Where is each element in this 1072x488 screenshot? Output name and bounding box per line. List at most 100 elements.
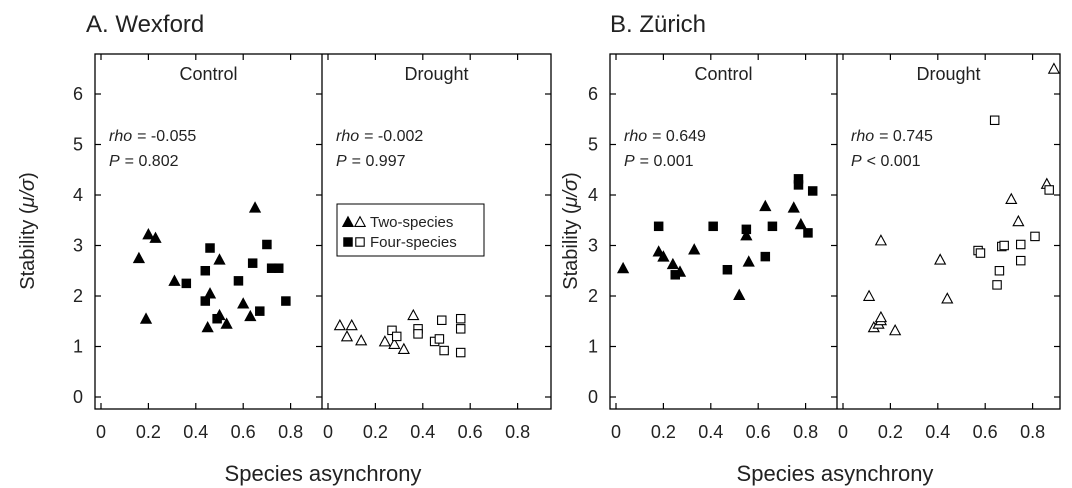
y-tick-label: 2	[588, 286, 598, 306]
x-tick-label: 0.6	[231, 422, 256, 442]
two-species-drought-point	[340, 330, 354, 342]
two-species-point	[688, 243, 701, 255]
y-tick-label: 1	[588, 337, 598, 357]
legend-open-square	[355, 237, 365, 247]
p-annotation: P < 0.001	[851, 153, 921, 170]
x-tick-label: 0.4	[925, 422, 950, 442]
two-species-drought-point	[397, 342, 410, 354]
panel-control: Control 0 0.2 0.4 0.6 0.8 rho = 0.649 P = 0.001	[611, 54, 818, 442]
x-axis-label: Species asynchrony	[737, 461, 934, 486]
two-species-point	[213, 253, 226, 265]
x-tick-label: 0.2	[651, 422, 676, 442]
chart-wexford: A. Wexford 0 1 2 3 4 5 6 Stability (μ/σ) Species …	[17, 11, 552, 486]
panel-label: Control	[694, 64, 752, 84]
rho-annotation: rho = 0.649	[624, 128, 706, 145]
two-species-point	[759, 199, 772, 212]
x-tick-label: 0.4	[698, 422, 723, 442]
two-species-drought-point	[378, 335, 392, 347]
x-tick-label: 0.8	[1020, 422, 1045, 442]
four-species-point	[233, 276, 244, 286]
y-tick-label: 6	[73, 84, 83, 104]
plot-frame	[94, 53, 552, 410]
four-species-point	[708, 221, 718, 232]
x-tick-label: 0.6	[746, 422, 771, 442]
four-species-drought-point	[1015, 255, 1026, 266]
x-tick-label: 0.4	[183, 422, 208, 442]
four-species-drought-point	[434, 334, 445, 344]
four-species-point	[200, 296, 211, 306]
two-species-drought-point	[355, 334, 368, 346]
y-tick-label: 4	[588, 185, 598, 205]
two-species-point	[657, 250, 670, 262]
y-tick-label: 6	[588, 84, 598, 104]
two-species-drought-point	[333, 318, 346, 331]
two-species-point	[787, 201, 800, 213]
panel-label: Drought	[404, 64, 468, 84]
four-species-point	[273, 263, 284, 273]
x-tick-label: 0.8	[793, 422, 818, 442]
four-species-drought-point	[999, 240, 1009, 251]
four-species-drought-point	[989, 115, 1000, 126]
four-species-point	[212, 313, 222, 324]
two-species-drought-point	[1047, 62, 1061, 74]
legend: Two-species Four-species	[336, 203, 485, 257]
four-species-drought-point	[992, 280, 1002, 290]
two-species-drought-point	[934, 253, 947, 265]
panel-label: Drought	[916, 64, 980, 84]
x-tick-label: 0	[611, 422, 621, 442]
legend-four-species: Four-species	[370, 234, 457, 251]
two-species-drought-point	[862, 289, 876, 301]
p-annotation: P = 0.802	[109, 153, 179, 170]
rho-annotation: rho = -0.002	[336, 128, 423, 145]
four-species-point	[247, 258, 258, 268]
two-species-point	[742, 255, 755, 267]
four-species-point	[262, 239, 272, 250]
legend-filled-square	[343, 237, 353, 247]
four-species-drought-point	[1015, 239, 1026, 250]
two-species-point	[220, 317, 233, 329]
two-species-point	[244, 309, 257, 322]
legend-filled-triangle	[341, 215, 355, 227]
four-species-drought-point	[391, 331, 402, 342]
plot-frame	[609, 53, 1061, 410]
four-species-drought-point	[994, 265, 1005, 276]
x-tick-label: 0.6	[458, 422, 483, 442]
four-species-point	[281, 296, 291, 306]
two-species-point	[142, 228, 155, 240]
four-species-drought-point	[975, 248, 986, 258]
four-species-drought-point	[455, 324, 466, 334]
four-species-point	[181, 278, 192, 289]
x-tick-label: 0.6	[973, 422, 998, 442]
y-tick-label: 5	[73, 135, 83, 155]
two-species-point	[237, 297, 250, 309]
y-tick-label: 5	[588, 135, 598, 155]
legend-box	[336, 203, 485, 257]
y-tick-label: 3	[73, 236, 83, 256]
two-species-point	[740, 229, 753, 241]
two-species-drought-point	[1012, 214, 1025, 227]
p-annotation: P = 0.997	[336, 153, 406, 170]
four-species-point	[807, 186, 818, 196]
x-tick-label: 0.2	[136, 422, 161, 442]
two-species-drought-point	[874, 234, 888, 246]
four-species-point	[760, 251, 771, 262]
four-species-drought-point	[437, 315, 447, 325]
two-species-point	[652, 245, 665, 257]
y-tick-label: 4	[73, 185, 83, 205]
two-species-drought-point	[345, 318, 358, 331]
x-tick-label: 0	[838, 422, 848, 442]
four-species-point	[670, 270, 680, 280]
y-axis-label: Stability (μ/σ)	[17, 172, 39, 290]
four-species-drought-point	[439, 345, 449, 356]
panel-label: Control	[179, 64, 237, 84]
y-tick-label: 0	[73, 387, 83, 407]
two-species-drought-point	[889, 323, 902, 336]
chart-title: B. Zürich	[610, 11, 706, 38]
two-species-drought-point	[388, 337, 401, 349]
two-species-point	[794, 217, 807, 230]
x-tick-label: 0	[323, 422, 333, 442]
rho-annotation: rho = 0.745	[851, 128, 933, 145]
four-species-point	[722, 264, 733, 275]
four-species-drought-point	[1044, 185, 1054, 195]
